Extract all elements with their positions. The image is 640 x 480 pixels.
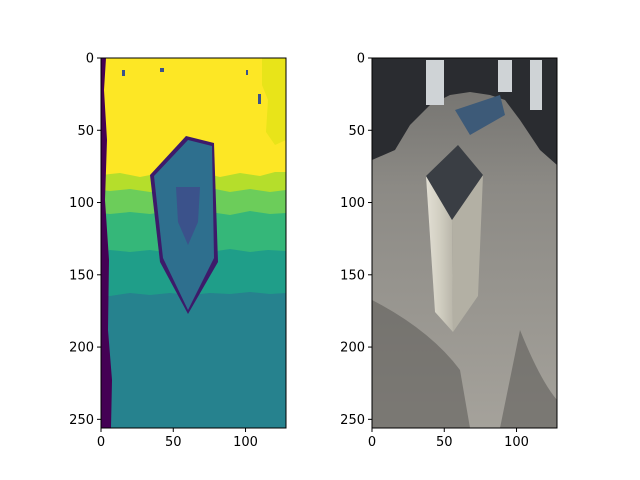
x-tick-label-right-1: 50 bbox=[436, 435, 453, 450]
depth-heatmap-image bbox=[101, 58, 286, 428]
depth-heatmap-panel: 0 50 100 0 50 100 150 200 250 bbox=[69, 52, 287, 451]
y-tick-label-left-3: 150 bbox=[69, 268, 94, 283]
y-tick-label-right-3: 150 bbox=[340, 268, 365, 283]
y-tick-label-left-4: 200 bbox=[69, 341, 94, 356]
object-core bbox=[176, 187, 200, 245]
y-tick-label-right-4: 200 bbox=[340, 341, 365, 356]
axes-frame-right bbox=[371, 57, 558, 429]
ticks-right: 0 50 100 0 50 100 150 200 250 bbox=[340, 52, 529, 451]
rgb-image-panel: 0 50 100 0 50 100 150 200 250 bbox=[340, 52, 558, 451]
y-tick-label-right-1: 50 bbox=[348, 124, 365, 139]
x-tick-label-left-1: 50 bbox=[165, 435, 182, 450]
x-tick-label-left-0: 0 bbox=[97, 435, 105, 450]
image-pillar-top bbox=[426, 145, 483, 220]
x-tick-label-right-2: 100 bbox=[504, 435, 529, 450]
rgb-image bbox=[372, 58, 557, 428]
y-tick-label-right-2: 100 bbox=[340, 196, 365, 211]
axes-frame-left bbox=[100, 57, 287, 429]
image-office-furniture bbox=[426, 60, 542, 110]
region-yellow bbox=[101, 58, 286, 177]
region-yellow-patch bbox=[262, 58, 286, 145]
image-pillar-right-face bbox=[452, 175, 483, 332]
y-tick-label-left-1: 50 bbox=[77, 124, 94, 139]
image-floor-shadow bbox=[372, 300, 557, 428]
x-tick-label-right-0: 0 bbox=[368, 435, 376, 450]
y-tick-label-left-2: 100 bbox=[69, 196, 94, 211]
y-tick-label-left-0: 0 bbox=[86, 52, 94, 67]
y-tick-label-left-5: 250 bbox=[69, 413, 94, 428]
y-tick-label-right-0: 0 bbox=[357, 52, 365, 67]
image-pillar-left-face bbox=[426, 176, 453, 332]
y-tick-label-right-5: 250 bbox=[340, 413, 365, 428]
region-top-dark-specks bbox=[122, 68, 261, 104]
ticks-left: 0 50 100 0 50 100 150 200 250 bbox=[69, 52, 258, 451]
x-tick-label-left-2: 100 bbox=[233, 435, 258, 450]
region-left-edge bbox=[101, 58, 112, 428]
image-carpet bbox=[455, 95, 505, 135]
